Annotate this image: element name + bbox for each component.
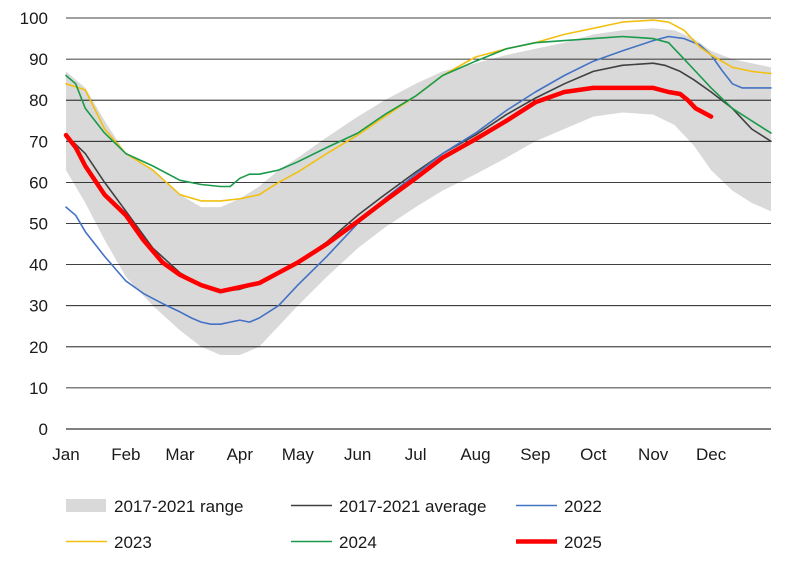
y-tick-label-10: 10 bbox=[29, 379, 48, 398]
y-tick-label-100: 100 bbox=[20, 9, 48, 28]
x-tick-label-jan: Jan bbox=[52, 445, 79, 464]
x-tick-label-apr: Apr bbox=[227, 445, 254, 464]
y-tick-label-70: 70 bbox=[29, 132, 48, 151]
y-tick-label-90: 90 bbox=[29, 50, 48, 69]
y-tick-label-0: 0 bbox=[39, 420, 48, 439]
legend-label-2023: 2023 bbox=[114, 533, 152, 552]
legend: 2017-2021 range 2017-2021 average 2022 2… bbox=[66, 497, 602, 552]
gridlines bbox=[66, 17, 771, 389]
series-lines bbox=[63, 19, 772, 326]
series-line-y2024 bbox=[65, 35, 772, 188]
x-tick-label-dec: Dec bbox=[696, 445, 727, 464]
y-tick-label-50: 50 bbox=[29, 215, 48, 234]
series-line-y2025 bbox=[63, 85, 714, 294]
legend-label-average: 2017-2021 average bbox=[339, 497, 486, 516]
legend-swatch-range bbox=[66, 499, 106, 512]
x-tick-label-sep: Sep bbox=[520, 445, 550, 464]
range-band-layer bbox=[66, 28, 771, 356]
legend-label-2022: 2022 bbox=[564, 497, 602, 516]
legend-label-2025: 2025 bbox=[564, 533, 602, 552]
x-tick-label-jun: Jun bbox=[344, 445, 371, 464]
x-tick-label-jul: Jul bbox=[405, 445, 427, 464]
x-tick-label-aug: Aug bbox=[460, 445, 490, 464]
x-tick-labels: Jan Feb Mar Apr May Jun Jul Aug Sep Oct Nov Dec bbox=[52, 445, 726, 464]
legend-label-2024: 2024 bbox=[339, 533, 377, 552]
x-tick-label-feb: Feb bbox=[111, 445, 140, 464]
y-tick-label-20: 20 bbox=[29, 338, 48, 357]
y-tick-label-40: 40 bbox=[29, 256, 48, 275]
x-tick-label-mar: Mar bbox=[165, 445, 195, 464]
x-tick-label-oct: Oct bbox=[580, 445, 607, 464]
y-tick-labels: 0 10 20 30 40 50 60 70 80 90 100 bbox=[20, 9, 48, 439]
y-tick-label-80: 80 bbox=[29, 91, 48, 110]
range-band bbox=[66, 28, 771, 356]
legend-label-range: 2017-2021 range bbox=[114, 497, 244, 516]
y-tick-label-60: 60 bbox=[29, 173, 48, 192]
y-tick-label-30: 30 bbox=[29, 297, 48, 316]
x-tick-label-may: May bbox=[282, 445, 315, 464]
x-tick-label-nov: Nov bbox=[638, 445, 669, 464]
